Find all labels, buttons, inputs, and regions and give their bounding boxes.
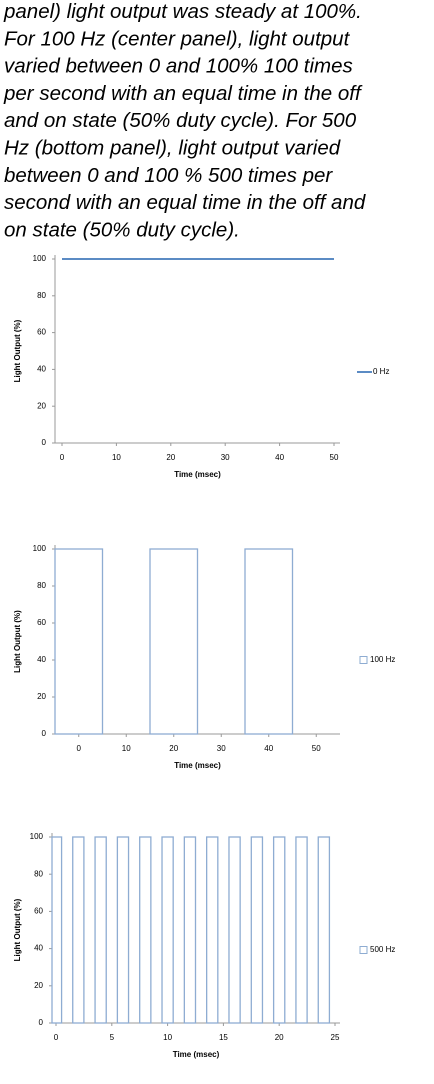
y-tick-label: 80 <box>37 291 46 300</box>
x-tick-label: 10 <box>122 744 131 753</box>
y-tick-label: 100 <box>30 832 44 841</box>
bar <box>206 836 219 1024</box>
y-tick-label: 60 <box>37 328 46 337</box>
bar <box>244 548 294 735</box>
caption-line: between 0 and 100 % 500 times per <box>4 164 333 187</box>
y-tick-label: 60 <box>37 618 46 627</box>
bar <box>149 548 199 735</box>
y-tick-label: 60 <box>34 907 43 916</box>
caption-line: second with an equal time in the off and <box>4 191 366 214</box>
y-axis-label: Light Output (%) <box>13 610 22 673</box>
x-tick-label: 0 <box>77 744 82 753</box>
x-tick-label: 10 <box>112 453 121 462</box>
bar <box>54 548 104 735</box>
y-tick-label: 20 <box>37 401 46 410</box>
y-axis-label: Light Output (%) <box>13 898 22 961</box>
x-tick-label: 20 <box>169 744 178 753</box>
caption-line: For 100 Hz (center panel), light output <box>4 27 351 50</box>
bar <box>94 836 107 1024</box>
x-axis-label: Time (msec) <box>174 761 221 770</box>
bar <box>250 836 264 1024</box>
x-axis-label: Time (msec) <box>174 470 221 479</box>
bar <box>272 836 286 1024</box>
y-tick-label: 100 <box>33 544 47 553</box>
x-tick-label: 20 <box>275 1033 284 1042</box>
y-tick-label: 40 <box>37 365 46 374</box>
y-tick-label: 0 <box>42 438 47 447</box>
y-tick-label: 0 <box>39 1018 44 1027</box>
legend-marker <box>359 656 368 664</box>
legend-label: 0 Hz <box>373 367 389 376</box>
bar <box>139 836 152 1024</box>
chart: 0 20 40 60 80 100 0 10 20 30 40 50 Time (msec) Light … <box>13 254 389 479</box>
caption-line: varied between 0 and 100% 100 times <box>4 55 353 78</box>
bar <box>161 836 174 1024</box>
x-tick-label: 0 <box>60 453 65 462</box>
y-tick-label: 40 <box>34 944 43 953</box>
y-tick-label: 0 <box>42 729 47 738</box>
bar <box>228 836 241 1024</box>
x-tick-label: 50 <box>312 744 321 753</box>
y-axis-label: Light Output (%) <box>13 319 22 382</box>
x-tick-label: 15 <box>219 1033 228 1042</box>
y-tick-label: 20 <box>34 981 43 990</box>
y-tick-label: 40 <box>37 655 46 664</box>
caption-line: Hz (bottom panel), light output varied <box>4 137 341 160</box>
x-tick-label: 20 <box>166 453 175 462</box>
chart: 0 20 40 60 80 100 0 5 10 15 20 25 Time (msec) Light O… <box>13 832 395 1059</box>
caption-line: on state (50% duty cycle). <box>4 218 240 241</box>
y-tick-label: 80 <box>34 869 43 878</box>
caption-line: per second with an equal time in the off <box>3 82 363 105</box>
caption: panel) light output was steady at 100%. F… <box>3 0 366 241</box>
bar <box>183 836 197 1024</box>
y-tick-label: 80 <box>37 581 46 590</box>
legend-marker <box>359 946 368 954</box>
caption-line: panel) light output was steady at 100%. <box>3 0 362 23</box>
y-tick-label: 100 <box>33 254 47 263</box>
bar <box>72 836 85 1024</box>
legend-label: 100 Hz <box>370 655 395 664</box>
x-tick-label: 10 <box>163 1033 172 1042</box>
bar <box>317 836 331 1024</box>
x-tick-label: 40 <box>275 453 284 462</box>
x-tick-label: 30 <box>221 453 230 462</box>
x-tick-label: 50 <box>330 453 339 462</box>
y-tick-label: 20 <box>37 692 46 701</box>
bar <box>51 836 63 1024</box>
bar <box>295 836 308 1024</box>
caption-line: and on state (50% duty cycle). For 500 <box>4 109 357 132</box>
x-tick-label: 5 <box>110 1033 115 1042</box>
legend-label: 500 Hz <box>370 945 395 954</box>
x-axis-label: Time (msec) <box>173 1050 220 1059</box>
chart: 0 20 40 60 80 100 0 10 20 30 40 50 Time (msec) Light … <box>13 544 395 770</box>
x-tick-label: 25 <box>331 1033 340 1042</box>
bar <box>116 836 130 1024</box>
x-tick-label: 30 <box>217 744 226 753</box>
x-tick-label: 40 <box>264 744 273 753</box>
x-tick-label: 0 <box>54 1033 59 1042</box>
